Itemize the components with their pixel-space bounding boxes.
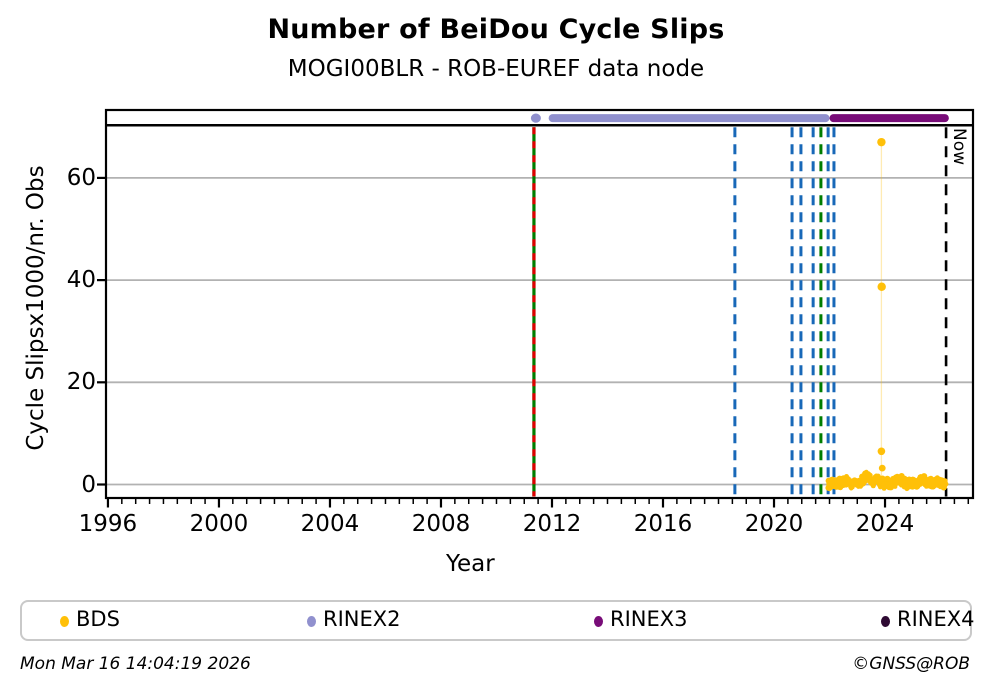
bds-outlier-point [877, 282, 886, 291]
rinex3-marker-icon [594, 616, 603, 627]
y-tick-label: 0 [81, 471, 96, 498]
bds-outlier-point [877, 447, 886, 456]
x-tick-label: 2008 [411, 511, 471, 537]
rinex4-marker-icon [881, 616, 890, 627]
legend: BDS RINEX2 RINEX3 RINEX4 [20, 600, 975, 641]
now-annotation: Now [949, 128, 969, 166]
x-tick-label: 2016 [633, 511, 693, 537]
chart-subtitle: MOGI00BLR - ROB-EUREF data node [287, 56, 705, 82]
x-tick-label: 2024 [855, 511, 915, 537]
rinex2-marker-icon [307, 616, 316, 627]
credit-text: ©GNSS@ROB [852, 654, 970, 674]
legend-label: BDS [76, 607, 120, 631]
legend-label: RINEX4 [897, 607, 975, 631]
y-tick-label: 20 [66, 369, 96, 396]
lone-marker-rinex2 [530, 113, 541, 123]
bds-outlier-point [877, 137, 886, 147]
x-axis-label: Year [446, 551, 495, 577]
gridlines [107, 177, 972, 486]
x-tick-label: 2000 [189, 511, 249, 537]
y-tick-label: 60 [66, 164, 96, 191]
x-tick-label: 1996 [78, 511, 138, 537]
plot-timestamp: Mon Mar 16 14:04:19 2026 [20, 654, 251, 674]
axis-ticks [97, 176, 970, 508]
availability-bars [530, 113, 949, 123]
y-axis-label: Cycle Slipsx1000/nr. Obs [23, 165, 49, 451]
chart-title: Number of BeiDou Cycle Slips [267, 14, 725, 45]
x-tick-label: 2020 [744, 511, 804, 537]
legend-label: RINEX3 [610, 607, 688, 631]
bds-outlier-point [878, 464, 886, 472]
event-lines [532, 127, 948, 497]
bds-marker-icon [60, 616, 69, 627]
x-tick-label: 2012 [522, 511, 582, 537]
y-tick-label: 40 [66, 267, 96, 294]
x-tick-label: 2004 [300, 511, 360, 537]
bds-scatter [825, 137, 949, 492]
plot-frame [104, 108, 975, 500]
legend-label: RINEX2 [323, 607, 401, 631]
